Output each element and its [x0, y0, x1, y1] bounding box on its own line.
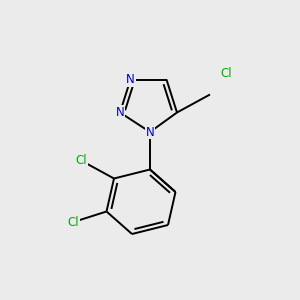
Text: Cl: Cl: [221, 67, 232, 80]
Text: Cl: Cl: [75, 154, 87, 167]
Text: Cl: Cl: [68, 215, 79, 229]
Text: N: N: [146, 125, 154, 139]
Text: N: N: [116, 106, 124, 119]
Text: N: N: [126, 73, 135, 86]
